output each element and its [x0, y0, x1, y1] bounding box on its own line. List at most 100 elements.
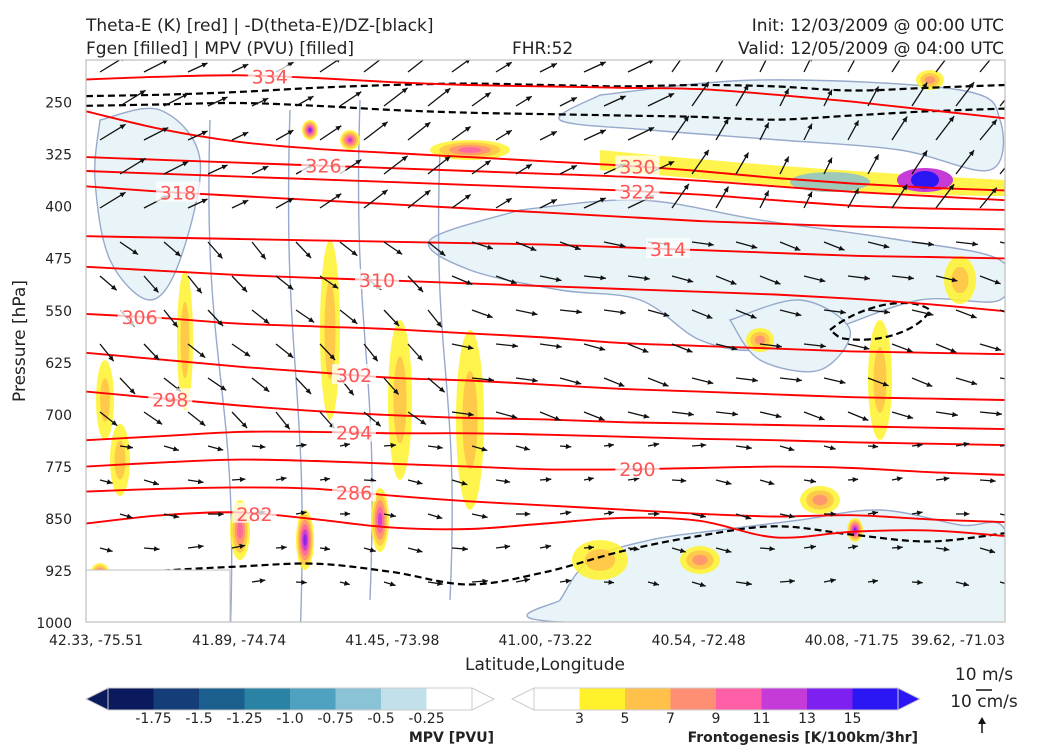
wind-arrowhead	[173, 446, 179, 452]
wind-arrowhead	[829, 445, 836, 451]
wind-arrowhead	[963, 581, 969, 587]
colorbar-tick-label: 9	[712, 711, 721, 727]
wind-arrowhead	[644, 275, 650, 281]
frontogenesis-blob	[180, 301, 190, 379]
wind-arrowhead	[683, 183, 689, 190]
theta-e-322	[86, 170, 1005, 211]
theta-e-330	[86, 110, 1005, 192]
wind-arrowhead	[139, 158, 146, 164]
wind-vector	[999, 166, 1005, 175]
wind-arrowhead	[991, 119, 997, 126]
wind-arrowhead	[873, 86, 879, 93]
wind-arrowhead	[598, 415, 605, 421]
forecast-hour: FHR:52	[512, 39, 573, 59]
wind-arrowhead	[896, 476, 903, 482]
wind-arrowhead	[461, 480, 468, 486]
wind-arrowhead	[648, 60, 654, 65]
wind-arrowhead	[263, 386, 270, 392]
colorbar-tick-label: -1.75	[135, 711, 171, 727]
wind-arrowhead	[439, 250, 446, 256]
wind-arrowhead	[417, 286, 424, 292]
wind-arrowhead	[530, 246, 537, 251]
wind-arrowhead	[465, 60, 470, 64]
wind-arrowhead	[389, 581, 396, 587]
wind-arrowhead	[703, 81, 709, 88]
wind-arrowhead	[723, 186, 729, 193]
init-time: Init: 12/03/2009 @ 00:00 UTC	[752, 16, 1004, 36]
wind-arrowhead	[262, 98, 269, 103]
y-tick-label: 700	[45, 408, 72, 424]
frontogenesis-blob	[924, 76, 936, 84]
wind-arrowhead	[106, 547, 113, 553]
frontogenesis-blob	[812, 494, 828, 506]
theta-e-310	[86, 265, 1005, 313]
wind-arrowhead	[217, 320, 224, 326]
wind-arrowhead	[776, 343, 782, 349]
frontogenesis-blob	[754, 335, 766, 345]
colorbar-tick-label: -0.75	[317, 711, 353, 727]
wind-arrowhead	[416, 479, 423, 485]
wind-arrowhead	[788, 446, 795, 452]
wind-arrowhead	[280, 476, 287, 482]
frontogenesis-blob	[393, 356, 407, 444]
wind-arrowhead	[525, 96, 532, 102]
wind-arrowhead	[706, 313, 713, 319]
wind-arrowhead	[484, 92, 491, 98]
wind-arrowhead	[504, 478, 511, 484]
wind-arrowhead	[872, 443, 879, 449]
x-tick-label: 42.33, -75.51	[49, 633, 143, 649]
wind-arrowhead	[743, 84, 749, 91]
wind-arrowhead	[948, 184, 955, 191]
frontogenesis-blob	[347, 137, 353, 143]
wind-arrowhead	[768, 480, 775, 486]
wind-arrowhead	[807, 123, 812, 130]
wind-arrowhead	[242, 200, 249, 205]
wind-arrowhead	[220, 385, 227, 391]
wind-arrowhead	[510, 279, 517, 285]
wind-vector	[999, 309, 1005, 313]
wind-arrowhead	[608, 579, 614, 585]
wind-arrowhead	[964, 511, 970, 517]
x-tick-label: 39.62, -71.03	[911, 633, 1005, 649]
wind-vector	[979, 60, 991, 73]
wind-arrowhead	[952, 411, 958, 418]
wind-arrowhead	[764, 122, 769, 129]
wind-arrowhead	[668, 161, 675, 167]
theta-e-label-310: 310	[359, 270, 395, 292]
wind-arrowhead	[332, 283, 339, 289]
wind-arrowhead	[599, 129, 606, 135]
wind-arrowhead	[174, 250, 181, 257]
wind-arrowhead	[554, 415, 561, 421]
title-line-1: Theta-E (K) [red] | -D(theta-E)/DZ-[blac…	[85, 16, 434, 36]
wind-ref-label: 10 m/s	[955, 665, 1013, 685]
wind-arrowhead	[926, 382, 933, 387]
wind-arrowhead	[550, 131, 557, 137]
wind-arrowhead	[774, 279, 781, 285]
colorbar-swatch	[534, 688, 580, 710]
wind-arrowhead	[420, 419, 427, 425]
wind-arrowhead	[511, 414, 518, 419]
wind-arrowhead	[990, 478, 996, 484]
wind-arrowhead	[201, 130, 208, 136]
fgen-colorbar: 3 5 7 9 11 13 15	[510, 687, 922, 727]
theta-e-label-318: 318	[160, 183, 196, 205]
wind-arrowhead	[699, 582, 706, 587]
colorbar-swatch	[579, 688, 626, 710]
wind-arrowhead	[643, 413, 650, 419]
frontogenesis-blob	[308, 128, 312, 132]
wind-arrowhead	[262, 166, 269, 171]
wind-arrowhead	[381, 121, 388, 128]
wind-arrowhead	[119, 192, 126, 198]
wind-arrowhead	[335, 193, 342, 199]
colorbar-swatch	[153, 688, 200, 710]
wind-arrowhead	[599, 346, 606, 351]
wind-arrowhead	[943, 546, 950, 552]
mpv-region	[558, 79, 1005, 172]
wind-arrowhead	[162, 60, 168, 65]
theta-e-label-bg	[332, 421, 377, 442]
mpv-contour	[437, 149, 453, 601]
wind-arrowhead	[725, 548, 732, 554]
wind-arrowhead	[153, 286, 159, 293]
wind-arrowhead	[110, 284, 117, 291]
